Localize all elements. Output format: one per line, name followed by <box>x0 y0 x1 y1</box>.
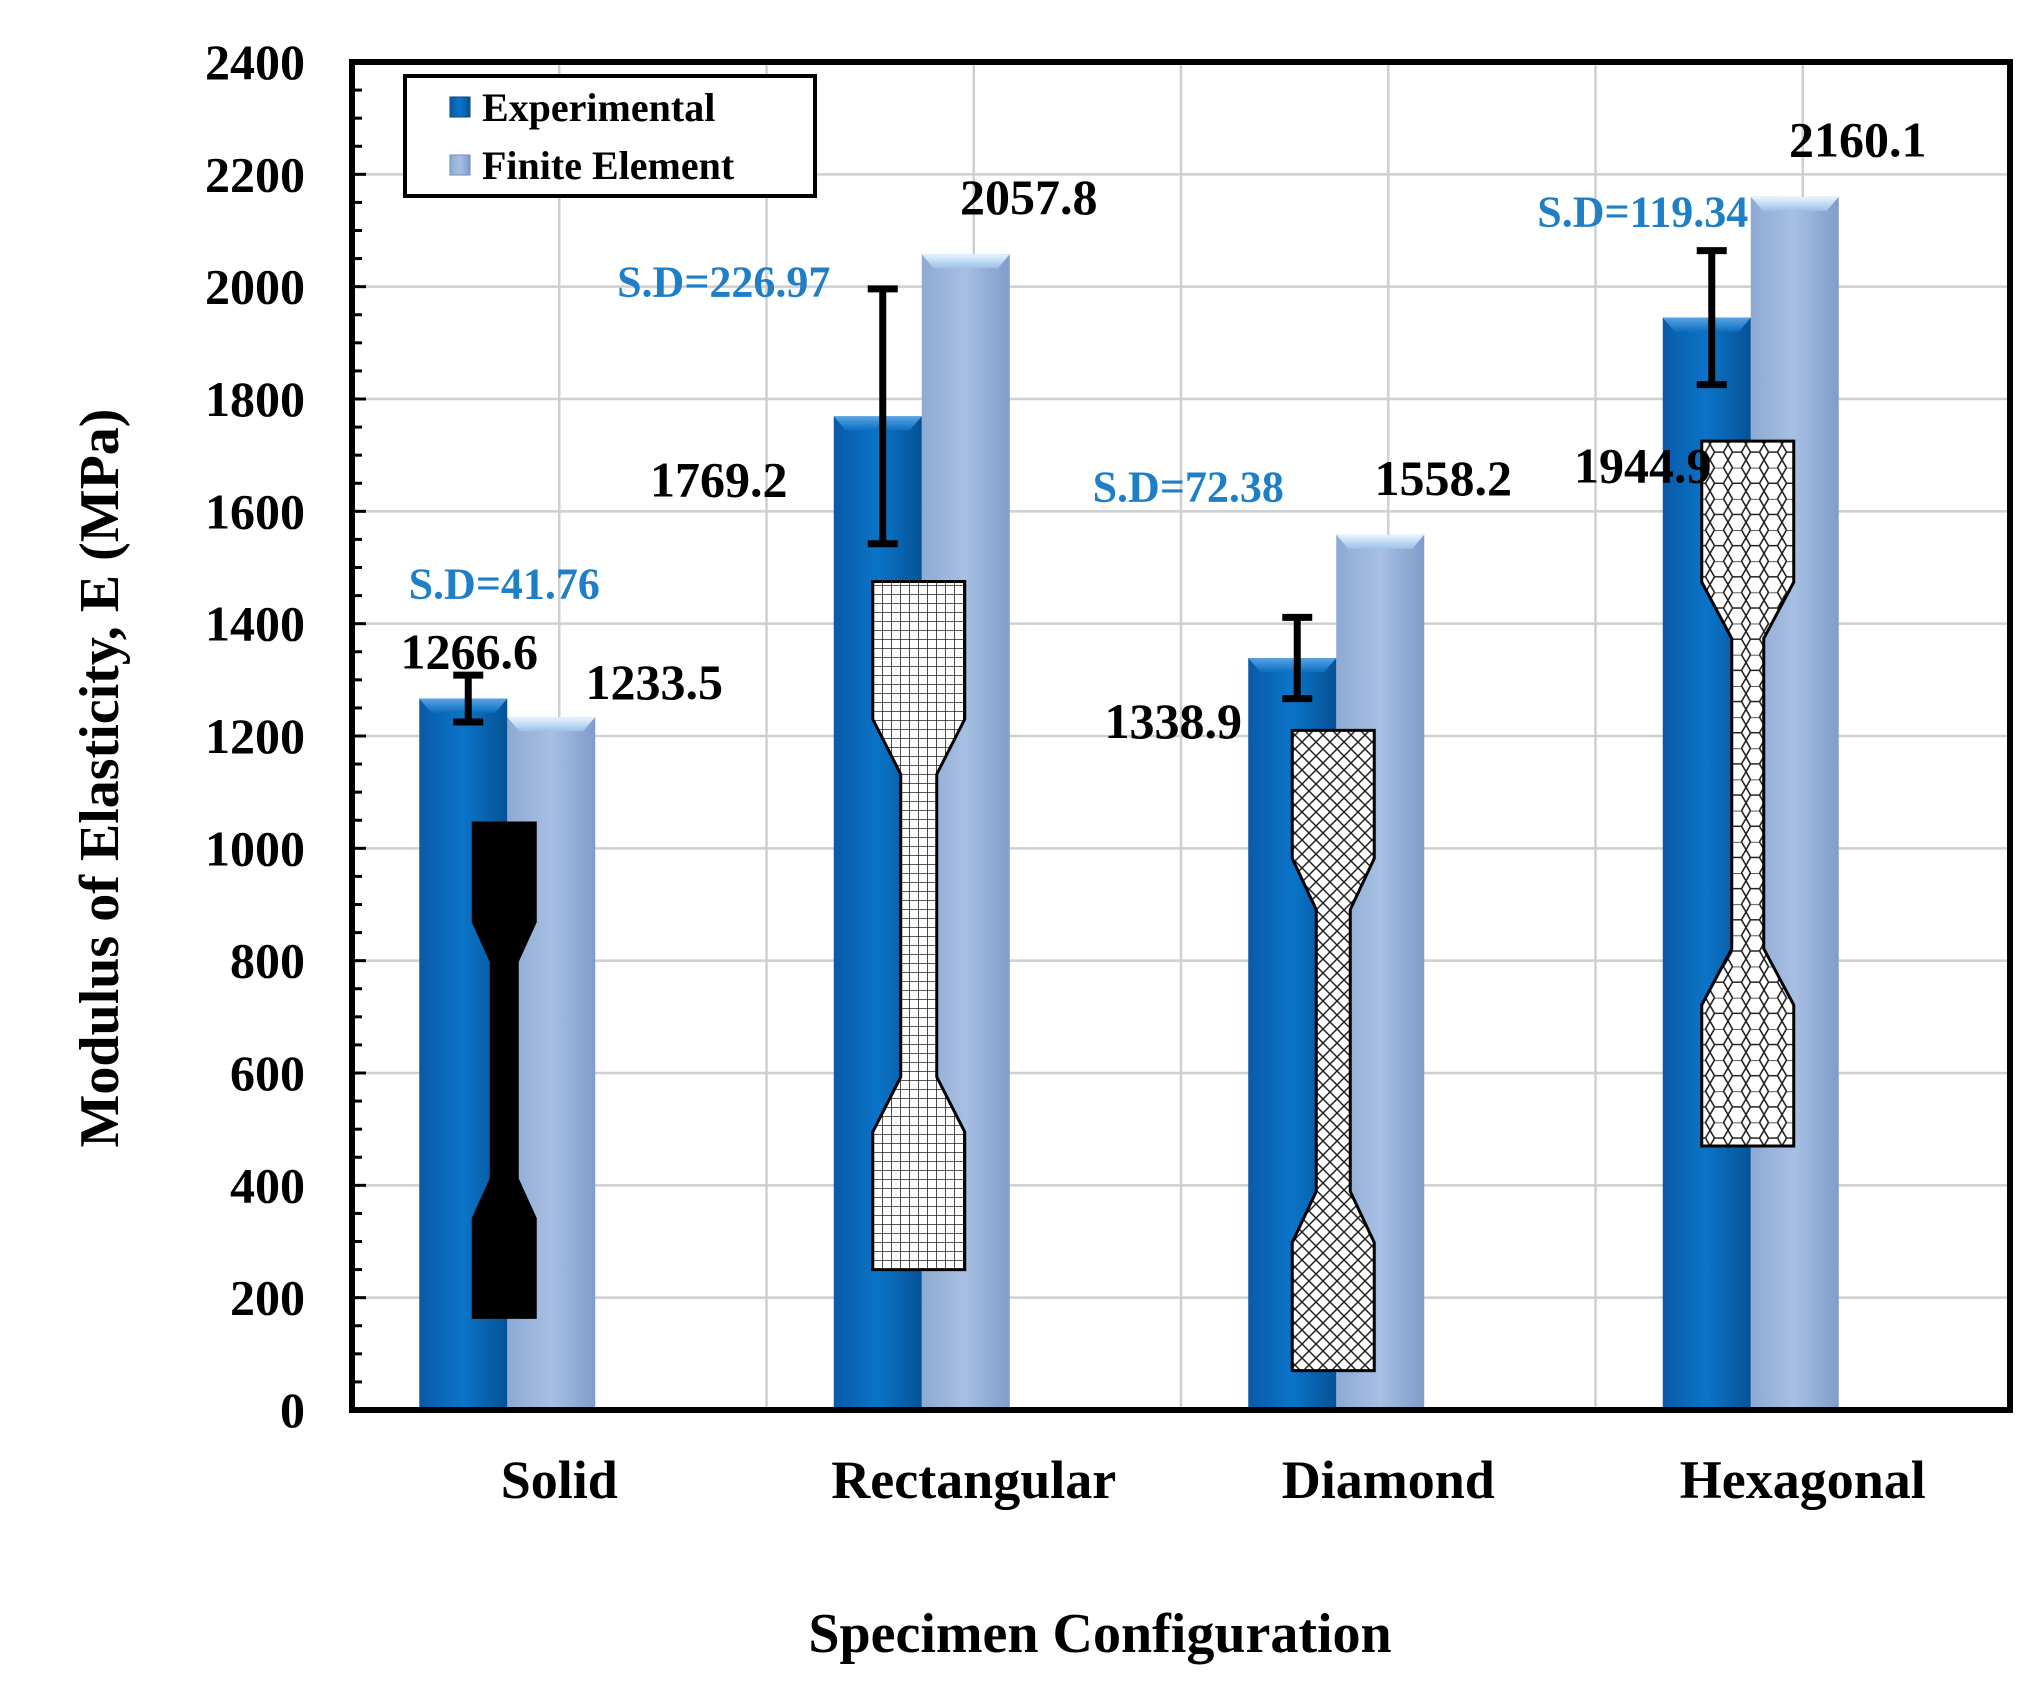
error-bars <box>453 247 1727 726</box>
bar-finite-element-cap <box>507 717 596 732</box>
bar-finite-element-cap <box>1750 196 1839 211</box>
y-tick-labels: 0 200 400 600 800 1000 1200 1400 1600 1800 2000 220… <box>205 34 305 1438</box>
y-tick-label: 1600 <box>205 483 305 539</box>
plot-frame <box>349 59 2013 1413</box>
category-label: Hexagonal <box>1680 1450 1926 1510</box>
value-label-experimental: 1944.9 <box>1574 438 1712 494</box>
y-tick-label: 800 <box>230 933 305 989</box>
legend-swatch-finite-element <box>449 154 471 176</box>
y-axis-title: Modulus of Elasticity, E (MPa) <box>69 409 131 1148</box>
y-tick-label: 0 <box>280 1382 305 1438</box>
value-label-experimental: 1769.2 <box>650 451 788 507</box>
specimen-icons <box>471 439 1796 1373</box>
category-label: Rectangular <box>831 1450 1116 1510</box>
specimen-icon-hexagon <box>1700 439 1796 1148</box>
sd-label: S.D=41.76 <box>409 560 600 609</box>
bar-finite-element <box>1750 196 1839 1410</box>
legend-label-finite-element: Finite Element <box>482 143 735 188</box>
value-label-finite-element: 1558.2 <box>1375 450 1513 506</box>
x-axis-title: Specimen Configuration <box>808 1603 1391 1665</box>
bar-experimental-cap <box>419 698 508 713</box>
value-label-finite-element: 2057.8 <box>960 169 1098 225</box>
y-tick-label: 1000 <box>205 820 305 876</box>
category-label: Diamond <box>1282 1450 1495 1510</box>
y-tick-label: 1400 <box>205 596 305 652</box>
value-labels: S.D=41.76 1266.6 1233.5 S.D=226.97 1769.2 205… <box>401 112 1927 749</box>
y-tick-label: 1800 <box>205 371 305 427</box>
value-label-experimental: 1266.6 <box>401 624 539 680</box>
sd-label: S.D=119.34 <box>1537 188 1748 237</box>
value-label-experimental: 1338.9 <box>1105 693 1243 749</box>
legend-box <box>403 74 817 198</box>
sd-label: S.D=72.38 <box>1093 462 1284 511</box>
value-label-finite-element: 1233.5 <box>586 654 724 710</box>
y-tick-label: 2200 <box>205 146 305 202</box>
bar-finite-element-cap <box>921 254 1010 269</box>
y-tick-label: 2000 <box>205 259 305 315</box>
y-tick-label: 2400 <box>205 34 305 90</box>
category-label: Solid <box>501 1450 618 1510</box>
bar-finite-element-cap <box>1336 534 1425 549</box>
y-tick-label: 600 <box>230 1045 305 1101</box>
value-label-finite-element: 2160.1 <box>1789 112 1927 168</box>
legend-swatch-experimental <box>449 96 471 118</box>
specimen-icon-grid <box>871 580 967 1272</box>
bar-experimental-cap <box>1248 657 1337 672</box>
y-tick-label: 400 <box>230 1157 305 1213</box>
y-tick-label: 200 <box>230 1270 305 1326</box>
specimen-icon-diamond <box>1290 728 1376 1373</box>
bar-experimental-cap <box>833 416 922 431</box>
legend-label-experimental: Experimental <box>482 85 715 130</box>
category-labels: Solid Rectangular Diamond Hexagonal <box>501 1450 1926 1510</box>
bar-experimental-cap <box>1662 317 1751 332</box>
y-tick-label: 1200 <box>205 708 305 764</box>
specimen-icon-solid <box>471 821 537 1319</box>
legend: Experimental Finite Element <box>403 74 817 198</box>
sd-label: S.D=226.97 <box>617 258 830 307</box>
